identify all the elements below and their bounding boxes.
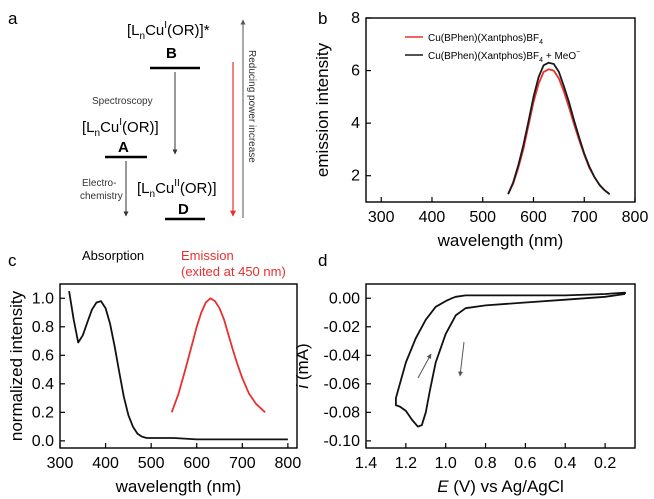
state-a-label: A: [118, 139, 129, 156]
x-tick-label-b: 600: [520, 209, 547, 226]
panel-letter-a: a: [8, 9, 18, 28]
series-line-c-1: [170, 297, 266, 413]
chart-emission-comparison: 300 400 500 600 700 800 2 4 6 8 wavelength (nm) emi…: [313, 10, 648, 250]
x-tick-label-c: 400: [92, 455, 119, 472]
y-tick-label-c: 0.8: [32, 319, 54, 336]
y-axis-label-d: i (mA): [293, 343, 312, 388]
energy-diagram: [LnCuI(OR)]* B Spectroscopy [LnCuI(OR)] …: [80, 19, 257, 221]
plot-frame-c: [59, 283, 298, 449]
x-tick-label-b: 300: [368, 209, 395, 226]
electrochemistry-label-2: chemistry: [80, 191, 123, 202]
cv-arrow-down: [458, 341, 465, 377]
y-tick-label-d: -0.08: [324, 404, 361, 421]
y-axis-label-c: normalized intensity: [7, 290, 26, 441]
legend-b: Cu(BPhen)(Xantphos)BF4 Cu(BPhen)(Xantpho…: [405, 33, 580, 64]
y-tick-label-c: 0.2: [32, 404, 54, 421]
panel-letter-d: d: [318, 251, 327, 270]
y-axis-label-b: emission intensity: [313, 42, 332, 177]
series-line-c-0: [68, 290, 288, 441]
x-tick-label-c: 700: [229, 455, 256, 472]
y-tick-label-c: 1.0: [32, 290, 54, 307]
y-tick-label-c: 0.0: [32, 433, 54, 450]
x-tick-label-d: 0.2: [594, 455, 616, 472]
plot-frame-d: [365, 283, 636, 449]
electrochemistry-label-1: Electro-: [82, 178, 116, 189]
annotation-absorption: Absorption: [82, 248, 144, 263]
x-tick-label-d: 1.4: [355, 455, 377, 472]
y-tick-label-d: 0.00: [329, 290, 360, 307]
cv-arrow-up: [417, 353, 432, 379]
series-line-d-0: [394, 291, 626, 428]
x-tick-label-c: 600: [183, 455, 210, 472]
x-axis-label-c: wavelength (nm): [115, 477, 242, 496]
x-tick-label-b: 700: [571, 209, 598, 226]
x-tick-label-b: 400: [419, 209, 446, 226]
y-tick-label-b: 2: [351, 168, 360, 185]
annotation-emission: Emission: [181, 248, 234, 263]
series-line-b-1: [507, 61, 611, 195]
x-tick-label-c: 300: [47, 455, 74, 472]
y-tick-label-d: -0.04: [324, 347, 361, 364]
y-tick-label-c: 0.4: [32, 376, 54, 393]
x-axis-label-d: E (V) vs Ag/AgCl: [437, 477, 564, 496]
state-a-formula: [LnCuI(OR)]: [82, 117, 159, 139]
x-tick-label-d: 1.2: [395, 455, 417, 472]
state-b-label: B: [166, 45, 177, 62]
y-tick-label-d: -0.06: [324, 376, 361, 393]
y-tick-label-b: 4: [351, 115, 360, 132]
x-tick-label-b: 500: [469, 209, 496, 226]
annotation-emission-note: (exited at 450 nm): [181, 264, 286, 279]
x-tick-label-d: 0.6: [514, 455, 536, 472]
y-tick-label-d: -0.10: [324, 433, 361, 450]
chart-absorption-emission: 300 400 500 600 700 800 0.0 0.2 0.4 0.6 0.8 1.0 wave…: [7, 283, 302, 496]
reducing-power-label: Reducing power increase: [246, 50, 257, 163]
x-tick-label-c: 500: [138, 455, 165, 472]
plot-frame-b: [365, 17, 636, 203]
x-tick-label-c: 800: [275, 455, 302, 472]
spectroscopy-label: Spectroscopy: [92, 96, 153, 107]
chart-cyclic-voltammogram: 1.4 1.2 1.0 0.8 0.6 0.4 0.2 0.00 -0.02 -0.04 -0.06…: [293, 283, 636, 496]
legend-b-label-2: Cu(BPhen)(Xantphos)BF4 + MeO−: [428, 49, 580, 64]
y-tick-label-b: 8: [351, 10, 360, 27]
panel-letter-c: c: [8, 251, 17, 270]
y-tick-label-c: 0.6: [32, 347, 54, 364]
state-d-formula: [LnCuII(OR)]: [137, 178, 217, 200]
x-tick-label-d: 1.0: [435, 455, 457, 472]
legend-b-label-1: Cu(BPhen)(Xantphos)BF4: [428, 33, 543, 46]
x-tick-label-b: 800: [622, 209, 649, 226]
x-tick-label-d: 0.4: [554, 455, 576, 472]
panel-letter-b: b: [318, 9, 327, 28]
state-b-formula: [LnCuI(OR)]*: [127, 20, 210, 42]
y-tick-label-b: 6: [351, 63, 360, 80]
x-tick-label-d: 0.8: [474, 455, 496, 472]
state-d-label: D: [178, 201, 189, 218]
x-axis-label-b: wavelength (nm): [437, 231, 564, 250]
y-tick-label-d: -0.02: [324, 319, 361, 336]
